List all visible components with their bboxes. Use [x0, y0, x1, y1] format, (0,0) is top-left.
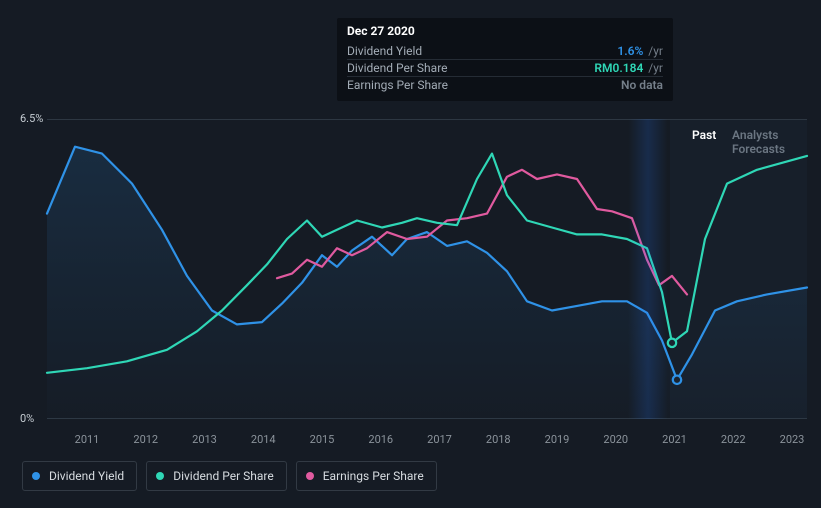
y-tick-label: 0%: [20, 412, 34, 425]
x-tick-label: 2012: [133, 433, 158, 446]
tooltip-value: 1.6% /yr: [617, 44, 663, 58]
y-tick-label: 6.5%: [20, 112, 43, 125]
legend-label: Earnings Per Share: [323, 469, 424, 483]
x-tick-label: 2022: [721, 433, 746, 446]
x-tick-label: 2019: [545, 433, 570, 446]
x-tick-label: 2021: [662, 433, 687, 446]
tooltip-label: Earnings Per Share: [347, 78, 448, 92]
legend-label: Dividend Per Share: [173, 469, 274, 483]
tooltip-label: Dividend Per Share: [347, 61, 448, 75]
tooltip-date: Dec 27 2020: [347, 24, 663, 38]
x-tick-label: 2020: [603, 433, 628, 446]
chart-plot-area: [47, 119, 807, 419]
x-tick-label: 2017: [427, 433, 452, 446]
legend-dot: [306, 472, 314, 480]
chart-tooltip: Dec 27 2020 Dividend Yield1.6% /yrDivide…: [337, 18, 673, 101]
legend-item-dividend-yield[interactable]: Dividend Yield: [22, 461, 137, 491]
x-tick-label: 2013: [192, 433, 217, 446]
time-label-past[interactable]: Past: [692, 128, 716, 142]
x-tick-label: 2018: [486, 433, 511, 446]
legend-item-dividend-per-share[interactable]: Dividend Per Share: [146, 461, 287, 491]
chart-svg: [47, 119, 807, 419]
x-tick-label: 2016: [368, 433, 393, 446]
x-tick-label: 2014: [251, 433, 276, 446]
tooltip-value: RM0.184 /yr: [594, 61, 663, 75]
tooltip-value: No data: [621, 78, 663, 92]
time-label-forecasts[interactable]: Analysts Forecasts: [732, 128, 821, 156]
x-tick-label: 2011: [75, 433, 100, 446]
legend-item-earnings-per-share[interactable]: Earnings Per Share: [296, 461, 437, 491]
tooltip-row: Dividend Yield 1.6% /yr: [347, 42, 663, 59]
tooltip-row: Earnings Per Share No data: [347, 76, 663, 93]
legend-dot: [32, 472, 40, 480]
legend-dot: [156, 472, 164, 480]
legend-label: Dividend Yield: [49, 469, 124, 483]
x-tick-label: 2015: [310, 433, 335, 446]
chart-legend: Dividend Yield Dividend Per Share Earnings…: [22, 461, 437, 491]
tooltip-label: Dividend Yield: [347, 44, 422, 58]
x-tick-label: 2023: [780, 433, 805, 446]
tooltip-row: Dividend Per Share RM0.184 /yr: [347, 59, 663, 76]
